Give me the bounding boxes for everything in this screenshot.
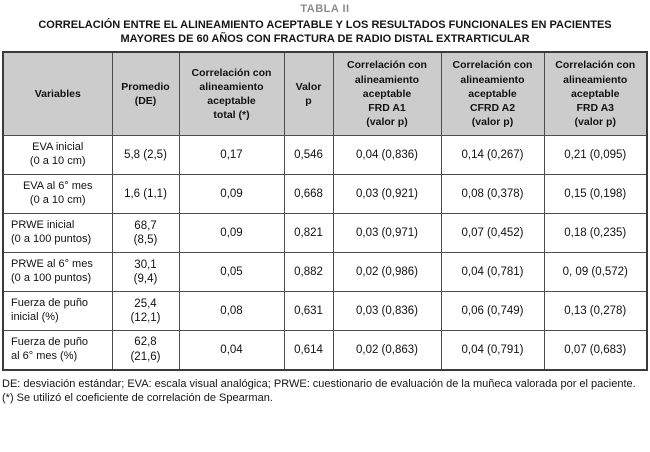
cell-correlacion-total: 0,05 [178,252,285,293]
cell-variable: PRWE inicial (0 a 100 puntos) [2,213,113,254]
table-number-label: TABLA II [300,3,350,15]
header-correlacion-total: Correlación con alineamiento aceptable t… [178,51,285,137]
cell-frd-a3: 0,21 (0,095) [543,135,648,176]
table-row: PRWE al 6° mes (0 a 100 puntos) 30,1 (9,… [2,252,648,293]
cell-correlacion-total: 0,09 [178,174,285,215]
cell-promedio: 1,6 (1,1) [111,174,180,215]
cell-cfrd-a2: 0,14 (0,267) [440,135,545,176]
cell-promedio: 68,7 (8,5) [111,213,180,254]
correlation-table: Variables Promedio (DE) Correlación con … [2,50,648,371]
cell-cfrd-a2: 0,06 (0,749) [440,291,545,332]
cell-valor-p: 0,821 [283,213,334,254]
title-block: TABLA II CORRELACIÓN ENTRE EL ALINEAMIEN… [0,0,650,47]
cell-frd-a3: 0,18 (0,235) [543,213,648,254]
cell-frd-a3: 0, 09 (0,572) [543,252,648,293]
cell-cfrd-a2: 0,07 (0,452) [440,213,545,254]
table-row: Fuerza de puño al 6° mes (%) 62,8 (21,6)… [2,330,648,371]
cell-valor-p: 0,546 [283,135,334,176]
cell-variable: PRWE al 6° mes (0 a 100 puntos) [2,252,113,293]
header-correlacion-cfrd-a2: Correlación con alineamiento aceptable C… [440,51,545,137]
cell-correlacion-total: 0,17 [178,135,285,176]
cell-promedio: 5,8 (2,5) [111,135,180,176]
cell-frd-a3: 0,07 (0,683) [543,330,648,371]
table-row: PRWE inicial (0 a 100 puntos) 68,7 (8,5)… [2,213,648,254]
header-correlacion-frd-a1: Correlación con alineamiento aceptable F… [332,51,442,137]
cell-cfrd-a2: 0,04 (0,781) [440,252,545,293]
cell-variable: Fuerza de puño inicial (%) [2,291,113,332]
header-correlacion-frd-a3: Correlación con alineamiento aceptable F… [543,51,648,137]
cell-frd-a1: 0,03 (0,921) [332,174,442,215]
cell-correlacion-total: 0,04 [178,330,285,371]
cell-frd-a1: 0,03 (0,836) [332,291,442,332]
cell-variable: Fuerza de puño al 6° mes (%) [2,330,113,371]
cell-variable: EVA al 6° mes (0 a 10 cm) [2,174,113,215]
footnote-spearman: (*) Se utilizó el coeficiente de correla… [2,391,273,404]
cell-valor-p: 0,668 [283,174,334,215]
cell-variable: EVA inicial (0 a 10 cm) [2,135,113,176]
cell-frd-a3: 0,13 (0,278) [543,291,648,332]
header-valor-p: Valor p [283,51,334,137]
table-row: Fuerza de puño inicial (%) 25,4 (12,1) 0… [2,291,648,332]
cell-frd-a1: 0,02 (0,986) [332,252,442,293]
cell-frd-a1: 0,03 (0,971) [332,213,442,254]
cell-valor-p: 0,882 [283,252,334,293]
table-row: EVA al 6° mes (0 a 10 cm) 1,6 (1,1) 0,09… [2,174,648,215]
cell-promedio: 30,1 (9,4) [111,252,180,293]
cell-valor-p: 0,614 [283,330,334,371]
header-variables: Variables [2,51,113,137]
header-promedio-de: Promedio (DE) [111,51,180,137]
footnotes: DE: desviación estándar; EVA: escala vis… [2,377,648,406]
cell-correlacion-total: 0,09 [178,213,285,254]
header-row: Variables Promedio (DE) Correlación con … [2,51,648,137]
cell-frd-a1: 0,04 (0,836) [332,135,442,176]
cell-promedio: 62,8 (21,6) [111,330,180,371]
cell-cfrd-a2: 0,08 (0,378) [440,174,545,215]
cell-frd-a1: 0,02 (0,863) [332,330,442,371]
table-row: EVA inicial (0 a 10 cm) 5,8 (2,5) 0,17 0… [2,135,648,176]
cell-correlacion-total: 0,08 [178,291,285,332]
cell-frd-a3: 0,15 (0,198) [543,174,648,215]
cell-cfrd-a2: 0,04 (0,791) [440,330,545,371]
cell-promedio: 25,4 (12,1) [111,291,180,332]
table-title: CORRELACIÓN ENTRE EL ALINEAMIENTO ACEPTA… [38,19,612,46]
footnote-abbreviations: DE: desviación estándar; EVA: escala vis… [2,377,636,390]
cell-valor-p: 0,631 [283,291,334,332]
